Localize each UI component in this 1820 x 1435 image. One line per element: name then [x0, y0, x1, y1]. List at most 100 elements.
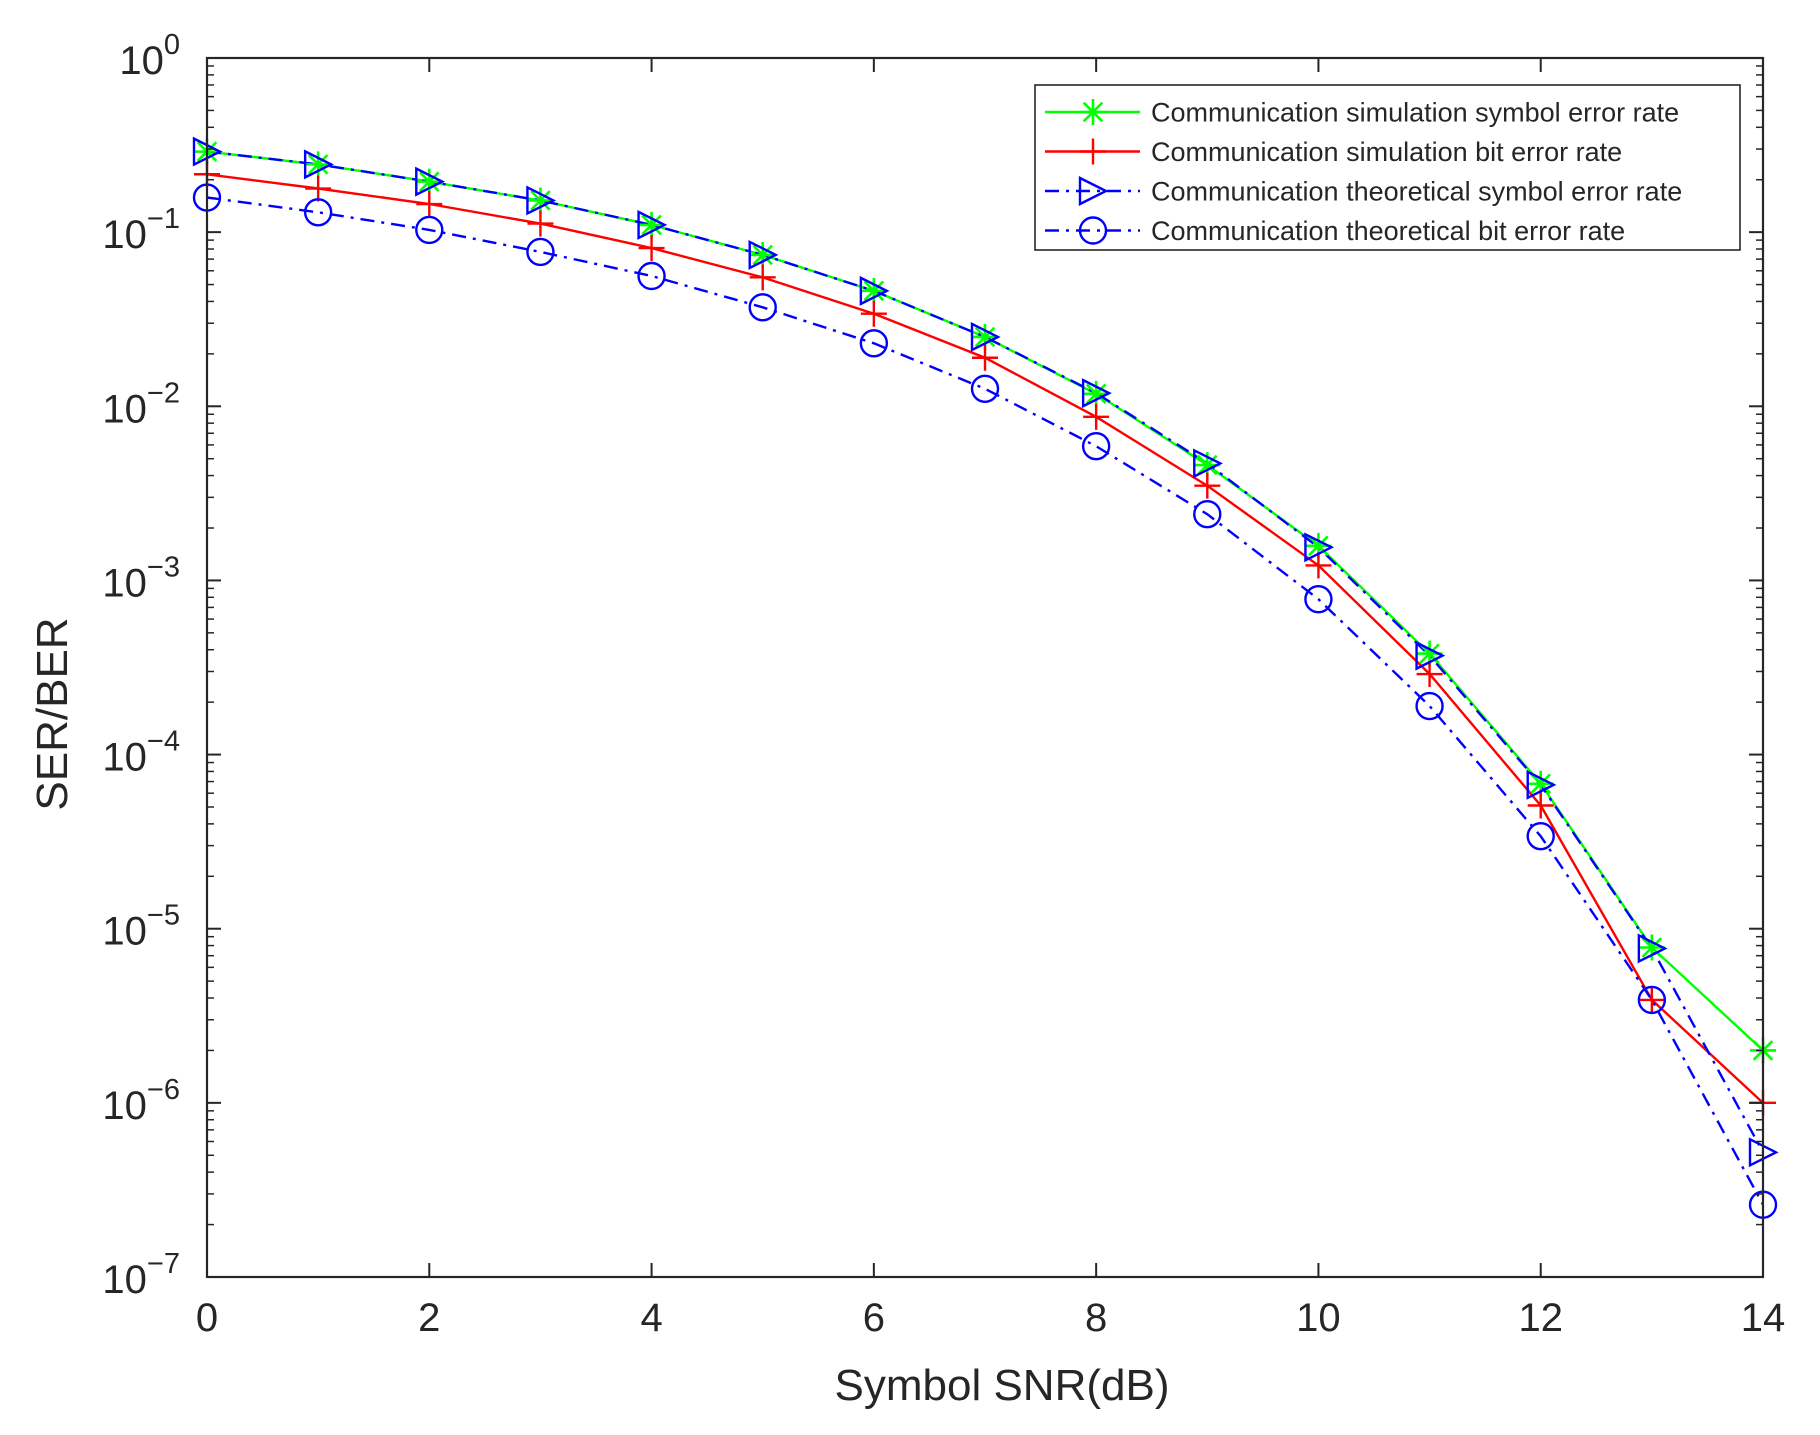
plot-markers: [192, 136, 1779, 1219]
series-3-point: [415, 166, 445, 197]
series-1-point: [305, 151, 332, 178]
y-tick-label: 10−6: [102, 1074, 180, 1128]
series-4-point: [1081, 431, 1111, 461]
series-4-point: [1526, 821, 1555, 851]
series-1-point: [1305, 532, 1332, 559]
series-3-point: [1081, 378, 1112, 409]
series-line-4: [206, 196, 1765, 1206]
y-tick-label-base: 10: [102, 1084, 147, 1128]
series-2-point: [1638, 986, 1665, 1013]
y-tick-label-base: 10: [102, 910, 147, 954]
series-3-point: [637, 209, 668, 240]
series-2-point: [1194, 472, 1221, 499]
series-2-point: [305, 175, 332, 202]
y-tick-label-exp: 0: [164, 29, 180, 61]
series-1-point: [1527, 770, 1554, 797]
y-tick-label: 10−3: [102, 551, 180, 605]
series-3-point: [303, 149, 334, 180]
series-2-point: [416, 191, 443, 218]
series-1-point: [638, 211, 665, 238]
legend-marker-2: [1080, 138, 1106, 165]
series-3-point: [1637, 933, 1668, 964]
x-axis-label: Symbol SNR(dB): [835, 1361, 1170, 1410]
legend-marker-3: [1078, 176, 1109, 206]
x-tick-label: 6: [863, 1296, 885, 1340]
series-2-point: [749, 264, 776, 291]
y-tick-label-base: 10: [102, 561, 147, 605]
series-4-point: [1637, 985, 1667, 1015]
y-tick-label-base: 10: [102, 387, 147, 431]
series-4-point: [859, 329, 889, 358]
series-4-point: [970, 374, 1000, 404]
series-4-point: [1304, 585, 1333, 614]
y-axis-label: SER/BER: [28, 617, 77, 810]
series-1-point: [1083, 380, 1110, 407]
series-1-point: [860, 277, 887, 304]
series-1-point: [416, 168, 443, 195]
series-1-point: [527, 187, 554, 214]
y-tick-label-base: 10: [119, 39, 164, 83]
series-1-point: [1416, 640, 1443, 667]
y-tick-label-exp: −2: [147, 377, 180, 409]
y-tick-label: 10−5: [102, 900, 180, 954]
series-2-point: [860, 300, 887, 327]
legend-box: [1034, 84, 1741, 251]
series-line-3: [206, 150, 1765, 1153]
series-1-point: [1194, 452, 1221, 479]
y-tick-label: 100: [119, 29, 180, 83]
legend-label-2: Communication simulation bit error rate: [1151, 137, 1622, 167]
series-4-point: [637, 261, 666, 291]
y-tick-label-base: 10: [102, 1258, 147, 1302]
x-tick-label: 0: [196, 1296, 218, 1340]
series-1-point: [749, 241, 776, 268]
series-2-point: [527, 210, 554, 237]
series-3-point: [859, 275, 890, 306]
y-tick-label-exp: −7: [147, 1248, 180, 1280]
y-tick-label-exp: −4: [147, 726, 180, 758]
x-tick-label: 10: [1296, 1296, 1341, 1340]
legend: Communication simulation symbol error ra…: [1034, 84, 1741, 251]
x-tick-label: 8: [1085, 1296, 1107, 1340]
series-1-point: [1638, 934, 1665, 961]
series-2-point: [1305, 552, 1332, 579]
series-2-point: [972, 344, 998, 371]
legend-label-3: Communication theoretical symbol error r…: [1151, 177, 1682, 207]
series-4-point: [303, 198, 333, 227]
y-tick-label: 10−4: [102, 726, 180, 780]
legend-marker-1: [1080, 99, 1106, 125]
x-tick-label: 14: [1741, 1296, 1786, 1340]
y-tick-label: 10−1: [102, 203, 180, 257]
y-tick-label-exp: −1: [147, 203, 180, 235]
series-2-point: [1527, 792, 1554, 819]
x-tick-label: 2: [418, 1296, 440, 1340]
series-3-point: [1415, 640, 1446, 671]
series-3-point: [970, 322, 1001, 352]
y-tick-label-exp: −3: [147, 551, 180, 583]
y-tick-label-exp: −6: [147, 1074, 180, 1106]
series-4-point: [1415, 691, 1444, 721]
series-3-point: [526, 185, 557, 216]
series-4-point: [748, 293, 777, 322]
x-tick-label: 12: [1518, 1296, 1563, 1340]
series-4-point: [1193, 500, 1222, 529]
series-3-point: [1304, 532, 1335, 563]
series-2-point: [638, 235, 665, 262]
axes-box: [205, 56, 1765, 1279]
legend-label-1: Communication simulation symbol error ra…: [1151, 98, 1679, 128]
series-3-point: [1193, 448, 1223, 479]
y-tick-label: 10−7: [102, 1248, 180, 1302]
axes: [205, 56, 1765, 1279]
legend-label-4: Communication theoretical bit error rate: [1151, 216, 1625, 246]
series-3-point: [748, 239, 779, 270]
y-tick-label: 10−2: [102, 377, 180, 431]
y-tick-label-base: 10: [102, 213, 147, 257]
series-2-point: [1416, 661, 1443, 688]
series-2-point: [1083, 403, 1110, 430]
y-tick-label-exp: −5: [147, 900, 180, 932]
x-tick-label: 4: [640, 1296, 662, 1340]
y-tick-label-base: 10: [102, 736, 147, 780]
series-4-point: [415, 215, 444, 245]
series-3-point: [1526, 769, 1557, 800]
series-1-point: [972, 323, 998, 350]
